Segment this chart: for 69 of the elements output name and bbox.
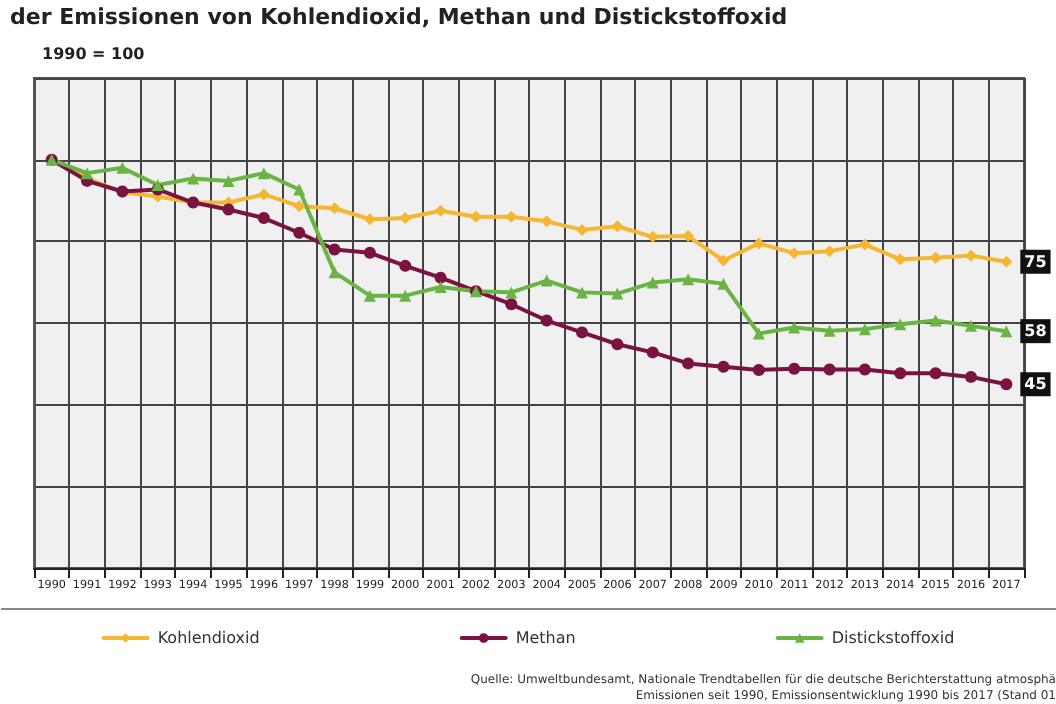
point (752, 237, 765, 250)
point (257, 167, 270, 180)
point (1000, 325, 1013, 338)
point (576, 326, 589, 339)
point (540, 274, 553, 287)
point (222, 174, 235, 187)
legend-label: Kohlendioxid (157, 629, 260, 647)
point (858, 363, 871, 376)
point (752, 327, 765, 340)
data-label: 75 (1024, 252, 1048, 271)
point (151, 178, 164, 191)
point (964, 370, 977, 383)
point (682, 230, 695, 243)
point (257, 212, 270, 225)
point (1000, 378, 1013, 391)
point (81, 167, 94, 180)
point (434, 204, 447, 217)
point (611, 220, 624, 233)
point (257, 188, 270, 201)
data-label: 58 (1024, 322, 1048, 341)
data-label: 45 (1024, 375, 1048, 394)
point (682, 273, 695, 286)
point (399, 212, 412, 225)
point (363, 289, 376, 302)
point (752, 363, 765, 376)
point (116, 161, 129, 174)
point (929, 314, 942, 327)
point (293, 226, 306, 239)
point (823, 324, 836, 337)
point (858, 323, 871, 336)
legend-label: Distickstoffoxid (831, 629, 955, 647)
point (293, 183, 306, 196)
legend-label: Methan (515, 629, 576, 647)
point (505, 286, 518, 299)
point (894, 367, 907, 380)
point (788, 362, 801, 375)
chart-title: der Emissionen von Kohlendioxid, Methan und Distickstoffoxid (10, 4, 788, 30)
point (788, 321, 801, 334)
point (894, 318, 907, 331)
point (717, 277, 730, 290)
point (540, 314, 553, 327)
point (293, 200, 306, 213)
point (328, 243, 341, 256)
chart-subtitle: 1990 = 100 (42, 45, 146, 63)
point (505, 298, 518, 311)
point (717, 254, 730, 267)
point (717, 360, 730, 373)
point (187, 172, 200, 185)
point (399, 259, 412, 272)
point (964, 319, 977, 332)
point (540, 215, 553, 228)
point (328, 266, 341, 279)
point (823, 363, 836, 376)
point (611, 338, 624, 351)
point (434, 271, 447, 284)
point (576, 286, 589, 299)
point (1000, 255, 1013, 268)
point (434, 281, 447, 294)
point (469, 210, 482, 223)
point (646, 346, 659, 359)
point (611, 287, 624, 300)
point (929, 367, 942, 380)
point (858, 238, 871, 251)
point (646, 276, 659, 289)
point (363, 246, 376, 259)
point (682, 357, 695, 370)
point (222, 203, 235, 216)
point (399, 289, 412, 302)
point (646, 230, 659, 243)
